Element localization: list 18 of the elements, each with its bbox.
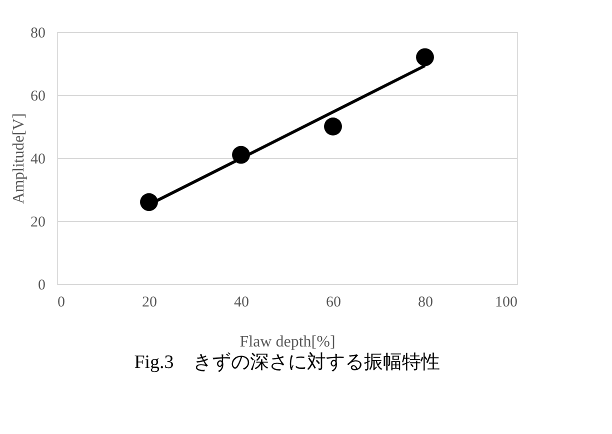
x-tick-label: 20 — [142, 294, 157, 310]
y-tick-label: 60 — [30, 88, 46, 104]
x-tick-label: 40 — [234, 294, 249, 310]
y-tick-label: 0 — [38, 278, 46, 294]
y-axis-title: Amplitude[V] — [10, 113, 28, 204]
x-axis-title: Flaw depth[%] — [240, 334, 336, 350]
point — [416, 48, 434, 66]
y-tick-label: 80 — [30, 26, 46, 42]
point — [140, 193, 158, 212]
point — [324, 118, 342, 136]
y-tick-label: 40 — [30, 152, 46, 168]
point — [232, 146, 250, 164]
x-tick-label: 60 — [326, 294, 341, 310]
x-tick-label: 0 — [58, 294, 65, 310]
y-tick-label: 20 — [30, 214, 46, 230]
x-tick-label: 80 — [418, 294, 433, 310]
x-tick-label: 100 — [495, 294, 518, 310]
caption: Fig.3 きずの深さに対する振幅特性 — [134, 351, 440, 373]
